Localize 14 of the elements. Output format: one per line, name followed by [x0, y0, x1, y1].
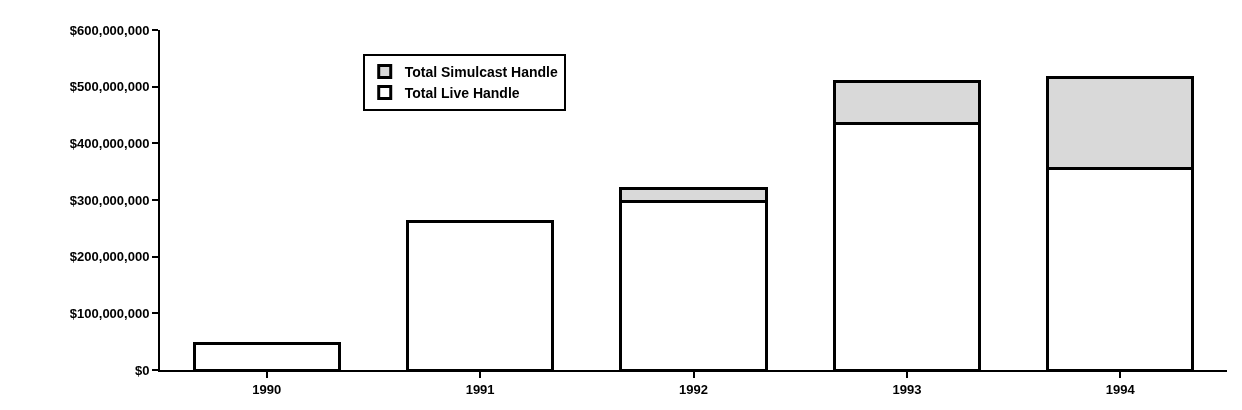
- legend-label: Total Simulcast Handle: [404, 63, 558, 80]
- x-tick-label: 1994: [1105, 381, 1136, 397]
- x-tick-label: 1993: [892, 381, 922, 397]
- y-tick-label: $500,000,000: [69, 79, 150, 95]
- y-tick-label: $600,000,000: [69, 22, 150, 38]
- y-tick-label: $200,000,000: [69, 249, 150, 265]
- x-tick-label: 1991: [465, 381, 495, 397]
- x-tick-label: 1992: [679, 381, 708, 397]
- y-tick-label: $0: [134, 362, 150, 378]
- y-tick-label: $300,000,000: [69, 192, 150, 208]
- x-tick-label: 1990: [252, 381, 282, 397]
- y-tick-label: $100,000,000: [69, 305, 150, 321]
- legend-label: Total Live Handle: [404, 85, 520, 102]
- y-tick-label: $400,000,000: [69, 135, 150, 151]
